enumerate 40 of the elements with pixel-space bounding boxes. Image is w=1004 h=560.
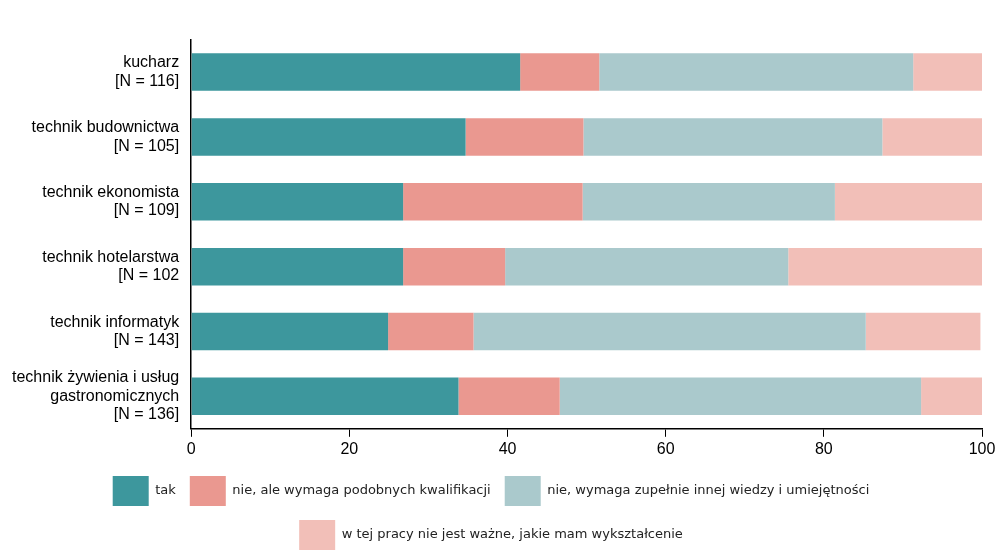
bar xyxy=(191,183,404,221)
x-tick-label: 60 xyxy=(656,439,675,457)
y-tick-label: kucharz [N = 116] xyxy=(115,53,180,89)
bar xyxy=(191,377,459,416)
x-tick-label: 80 xyxy=(814,439,833,457)
x-tick-label: 40 xyxy=(498,439,517,457)
bar xyxy=(505,247,789,286)
legend-label: nie, wymaga zupełnie innej wiedzy i umiejętności xyxy=(547,482,870,498)
bar xyxy=(913,53,982,91)
y-tick-label: technik żywienia i usług gastronomicznych [N = 136] xyxy=(11,368,180,423)
bar xyxy=(191,118,466,156)
bar xyxy=(834,183,982,221)
x-tick-label: 20 xyxy=(340,439,359,457)
bar xyxy=(465,118,584,156)
bar xyxy=(582,183,835,221)
bar xyxy=(583,118,883,156)
bar xyxy=(921,377,982,416)
bar xyxy=(191,312,389,351)
y-tick-label: technik budownictwa [N = 105] xyxy=(31,118,180,154)
bar xyxy=(520,53,600,91)
bar xyxy=(473,312,866,351)
bar xyxy=(403,247,506,286)
bar xyxy=(865,312,981,351)
bar xyxy=(559,377,922,416)
bar xyxy=(458,377,560,416)
legend-label: w tej pracy nie jest ważne, jakie mam wykształcenie xyxy=(341,526,683,542)
y-tick-label: technik informatyk [N = 143] xyxy=(50,312,181,349)
bar xyxy=(388,312,474,351)
bar xyxy=(788,247,982,286)
x-tick-label: 0 xyxy=(186,439,196,457)
bar xyxy=(191,247,404,286)
bar xyxy=(191,53,521,91)
legend-label: tak xyxy=(155,482,177,498)
bar xyxy=(599,53,914,91)
y-tick-label: technik hotelarstwa [N = 102 xyxy=(42,247,180,284)
y-tick-label: technik ekonomista [N = 109] xyxy=(42,182,180,219)
bar xyxy=(403,183,583,221)
legend-label: nie, ale wymaga podobnych kwalifikacji xyxy=(232,482,491,498)
x-tick-label: 100 xyxy=(968,439,996,457)
bar xyxy=(882,118,982,156)
